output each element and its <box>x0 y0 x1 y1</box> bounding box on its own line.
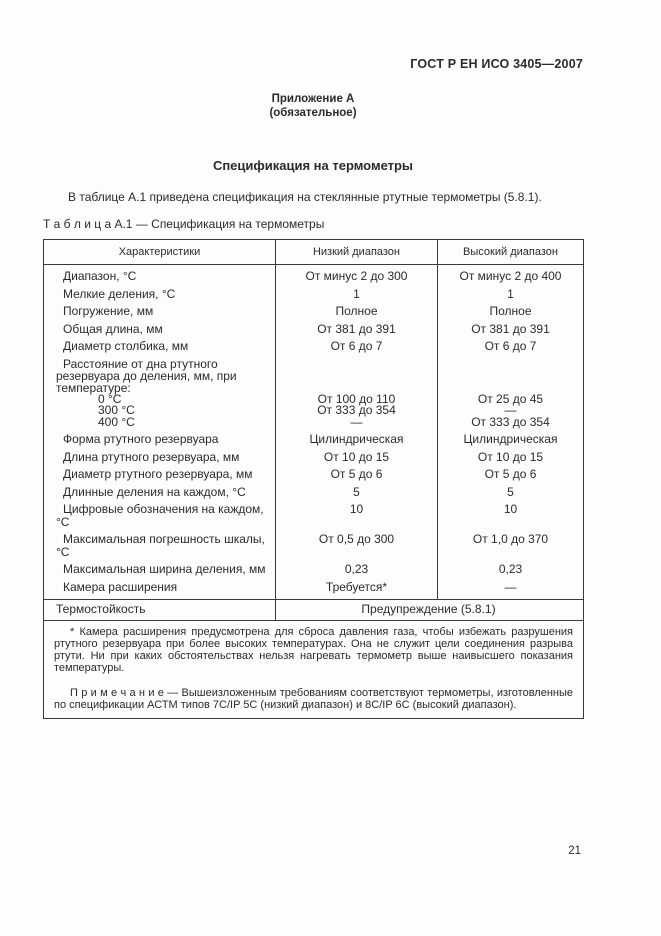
subrow-label: 0 °С <box>98 391 122 406</box>
row-value-low: 0,23 <box>275 558 438 576</box>
row-value-high: 10 <box>437 498 584 528</box>
distance-subrow: 300 °С От 333 до 354 — <box>44 403 584 417</box>
table-row: Погружение, мм Полное Полное <box>44 300 584 318</box>
table-body: Диапазон, °С От минус 2 до 300 От минус … <box>43 264 584 719</box>
row-value-low: От 0,5 до 300 <box>275 528 438 558</box>
subrow-value-low: От 100 до 110 <box>275 393 438 405</box>
footnote-block: * Камера расширения предусмотрена для сб… <box>44 620 584 719</box>
table-row: Камера расширения Требуется* — <box>44 575 584 600</box>
row-label: Форма ртутного резервуара <box>63 432 219 446</box>
subrow-value-low: — <box>275 416 438 428</box>
subrow-label: 300 °С <box>98 403 135 417</box>
footnote-row: * Камера расширения предусмотрена для сб… <box>44 620 584 719</box>
table-row: Диаметр ртутного резервуара, мм От 5 до … <box>44 463 584 481</box>
table-row: Максимальная погрешность шкалы, °С От 0,… <box>44 528 584 558</box>
table-caption: Т а б л и ц а А.1 — Спецификация на терм… <box>43 217 325 231</box>
distance-subrow: 400 °С — От 333 до 354 <box>44 414 584 429</box>
table-row: Длина ртутного резервуара, мм От 10 до 1… <box>44 445 584 464</box>
row-value-high: От 5 до 6 <box>437 463 584 481</box>
doc-code-header: ГОСТ Р ЕН ИСО 3405—2007 <box>410 57 583 71</box>
annex-heading: Приложение А (обязательное) <box>43 92 583 120</box>
thermo-value: Предупреждение (5.8.1) <box>275 599 584 621</box>
annex-subtitle: (обязательное) <box>269 107 357 119</box>
row-label: Максимальная ширина деления, мм <box>63 562 266 576</box>
header-row: Характеристики Низкий диапазон Высокий д… <box>43 239 584 265</box>
row-value-high: От 381 до 391 <box>437 317 584 335</box>
row-value-low: От 10 до 15 <box>275 445 438 463</box>
row-label: Погружение, мм <box>63 304 154 318</box>
row-value-high: От минус 2 до 400 <box>437 264 584 283</box>
row-value-low: От 5 до 6 <box>275 463 438 481</box>
subrow-value-high: От 25 до 45 <box>437 393 584 405</box>
table-row: Форма ртутного резервуара Цилиндрическая… <box>44 428 584 446</box>
row-value-high: От 1,0 до 370 <box>437 528 584 558</box>
row-value-high: Полное <box>437 300 584 318</box>
header-low-range: Низкий диапазон <box>275 239 438 265</box>
row-value-low: 1 <box>275 282 438 300</box>
table-row: Мелкие деления, °С 1 1 <box>44 282 584 301</box>
note-text: П р и м е ч а н и е — Вышеизложенным тре… <box>54 686 573 711</box>
row-value-low: Полное <box>275 300 438 318</box>
table-row: Общая длина, мм От 381 до 391 От 381 до … <box>44 317 584 336</box>
row-value-high: 5 <box>437 480 584 498</box>
table-row: Цифровые обозначения на каждом, °С 10 10 <box>44 498 584 528</box>
row-value-low: От 6 до 7 <box>275 335 438 353</box>
section-title: Спецификация на термометры <box>212 158 414 173</box>
row-value-high: 1 <box>437 282 584 300</box>
row-value-high: 0,23 <box>437 558 584 576</box>
row-label: Мелкие деления, °С <box>63 286 176 301</box>
row-value-high: — <box>437 575 584 600</box>
header-characteristics: Характеристики <box>43 239 276 265</box>
row-value-low: От 381 до 391 <box>275 317 438 335</box>
row-value-high: От 6 до 7 <box>437 335 584 353</box>
subrow-label: 400 °С <box>98 414 135 429</box>
footnote-text: * Камера расширения предусмотрена для сб… <box>54 625 573 675</box>
subrow-value-high: От 333 до 354 <box>437 416 584 428</box>
row-value-low: 10 <box>275 498 438 528</box>
table-row: Длинные деления на каждом, °С 5 5 <box>44 480 584 499</box>
row-label: Длинные деления на каждом, °С <box>63 484 246 499</box>
row-label: Диаметр ртутного резервуара, мм <box>63 467 253 481</box>
row-label: Цифровые обозначения на каждом, °С <box>56 502 264 529</box>
empty-cell <box>275 352 438 394</box>
spec-table: Характеристики Низкий диапазон Высокий д… <box>43 239 584 720</box>
distance-group-row: Расстояние от дна ртутного резервуара до… <box>44 352 584 395</box>
empty-cell <box>437 352 584 394</box>
distance-subrow: 0 °С От 100 до 110 От 25 до 45 <box>44 391 584 406</box>
intro-paragraph: В таблице А.1 приведена спецификация на … <box>68 190 542 204</box>
page-number: 21 <box>568 845 581 857</box>
row-label: Диапазон, °С <box>63 269 137 283</box>
row-value-low: Цилиндрическая <box>275 428 438 446</box>
row-label: Длина ртутного резервуара, мм <box>63 449 240 464</box>
thermo-row: Термостойкость Предупреждение (5.8.1) <box>43 599 584 621</box>
table-row: Максимальная ширина деления, мм 0,23 0,2… <box>44 558 584 576</box>
row-value-high: От 10 до 15 <box>437 445 584 463</box>
subrow-value-low: От 333 до 354 <box>275 404 438 417</box>
row-label: Диаметр столбика, мм <box>63 339 189 353</box>
table-row: Диапазон, °С От минус 2 до 300 От минус … <box>44 264 584 283</box>
annex-title: Приложение А <box>271 93 355 105</box>
table-row: Диаметр столбика, мм От 6 до 7 От 6 до 7 <box>44 335 584 353</box>
row-value-low: От минус 2 до 300 <box>275 264 438 283</box>
distance-group-label: Расстояние от дна ртутного резервуара до… <box>56 356 237 395</box>
row-label: Максимальная погрешность шкалы, °С <box>56 532 265 559</box>
row-label: Камера расширения <box>63 579 178 594</box>
table-header: Характеристики Низкий диапазон Высокий д… <box>43 239 584 265</box>
row-value-high: Цилиндрическая <box>437 428 584 446</box>
subrow-value-high: — <box>437 404 584 417</box>
row-label: Общая длина, мм <box>63 321 163 336</box>
row-value-low: Требуется* <box>275 575 438 600</box>
page-content: ГОСТ Р ЕН ИСО 3405—2007 Приложение А (об… <box>43 0 584 720</box>
thermo-label: Термостойкость <box>43 599 276 621</box>
header-high-range: Высокий диапазон <box>437 239 584 265</box>
row-value-low: 5 <box>275 480 438 498</box>
